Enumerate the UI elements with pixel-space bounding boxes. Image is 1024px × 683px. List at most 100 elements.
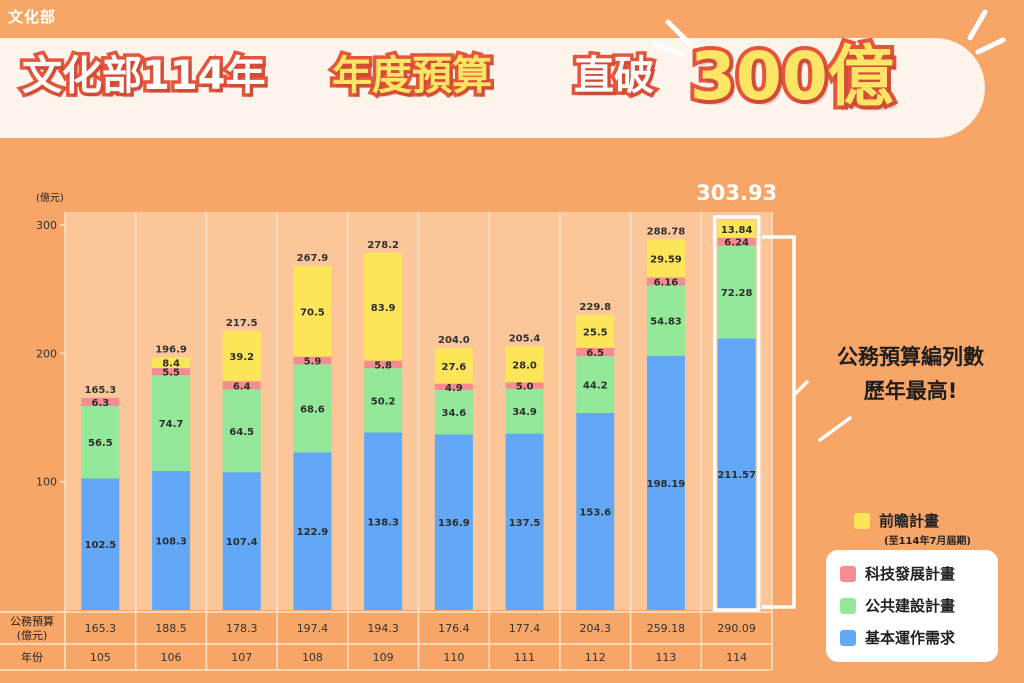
x-tick-label: 108 — [302, 651, 323, 664]
legend-swatch-tech — [840, 565, 856, 582]
data-label: 56.5 — [88, 438, 113, 449]
table-row-label: (億元) — [17, 629, 48, 642]
bar-segment — [293, 452, 332, 610]
x-tick-label: 110 — [443, 651, 464, 664]
bar-segment — [152, 357, 191, 369]
bar-segment — [505, 388, 544, 434]
bar-segment — [222, 381, 261, 390]
bar-segment — [81, 405, 120, 479]
legend-swatch-basic — [840, 629, 856, 646]
data-label: 29.59 — [650, 254, 682, 265]
bar-segment — [81, 478, 120, 610]
title-banner — [0, 38, 985, 138]
total-label: 303.93 — [696, 181, 777, 205]
bar-segment — [576, 356, 615, 413]
legend-swatch-public — [840, 597, 856, 614]
data-label: 153.6 — [579, 507, 611, 518]
data-label: 39.2 — [229, 352, 254, 363]
table-value: 165.3 — [85, 622, 117, 635]
bracket-pointer — [792, 379, 810, 397]
bar-segment — [293, 356, 332, 365]
table-value: 290.09 — [717, 622, 756, 635]
data-label: 13.84 — [721, 225, 753, 236]
x-tick-label: 105 — [90, 651, 111, 664]
bar-segment — [152, 375, 191, 472]
data-label: 6.5 — [586, 348, 604, 359]
x-tick-label: 113 — [655, 651, 676, 664]
legend-forward: 前瞻計畫 (至114年7月屆期) — [840, 510, 1020, 550]
data-label: 138.3 — [367, 517, 399, 528]
bar-segment — [364, 252, 403, 361]
table-value: 197.4 — [297, 622, 329, 635]
bar-segment — [222, 330, 261, 382]
legend-item-tech: 科技發展計畫 — [840, 563, 955, 587]
data-label: 108.3 — [155, 537, 187, 548]
highlight-frame — [712, 215, 761, 612]
legend-item-public: 公共建設計畫 — [840, 595, 955, 619]
total-label: 196.9 — [155, 344, 187, 355]
data-label: 44.2 — [583, 381, 608, 392]
bar-segment — [364, 360, 403, 369]
bar-segment — [505, 433, 544, 610]
data-label: 6.16 — [654, 277, 679, 288]
legend-label-basic: 基本運作需求 — [865, 629, 956, 647]
title-part2: 年度預算 — [329, 53, 496, 100]
data-label: 211.57 — [717, 470, 756, 481]
bar-segment — [505, 346, 544, 383]
title-part4: 300億 — [686, 38, 898, 115]
table-value: 188.5 — [155, 622, 187, 635]
total-label: 288.78 — [647, 226, 686, 237]
data-label: 83.9 — [371, 303, 396, 314]
x-tick-label: 106 — [161, 651, 182, 664]
bar-segment — [81, 397, 120, 406]
total-label: 204.0 — [438, 335, 470, 346]
data-label: 54.83 — [650, 316, 682, 327]
x-tick-label: 107 — [231, 651, 252, 664]
data-label: 34.9 — [512, 407, 537, 418]
callout-line2: 歷年最高! — [863, 379, 958, 403]
legend-item-forward: 前瞻計畫 (至114年7月屆期) — [854, 510, 971, 547]
data-label: 137.5 — [509, 518, 541, 529]
total-label: 205.4 — [509, 333, 541, 344]
table-value: 259.18 — [647, 622, 686, 635]
x-tick-label: 114 — [726, 651, 747, 664]
legend-label-tech: 科技發展計畫 — [865, 565, 956, 583]
bar-segment — [364, 368, 403, 433]
data-label: 74.7 — [159, 419, 184, 430]
bar-segment — [222, 389, 261, 473]
callout: 公務預算編列數 歷年最高! — [808, 340, 1013, 420]
bar-segment — [646, 285, 685, 356]
bar-segment — [434, 389, 473, 435]
bar-segment — [152, 368, 191, 376]
bar-segment — [646, 355, 685, 610]
bar-segment — [576, 347, 615, 357]
bar-segment — [364, 432, 403, 610]
table-value: 204.3 — [580, 622, 612, 635]
data-label: 8.4 — [162, 359, 180, 370]
title-part1: 文化部114年 — [19, 53, 269, 100]
total-label: 217.5 — [226, 318, 258, 329]
bar-segment — [293, 266, 332, 357]
bracket — [762, 235, 796, 609]
bar-segment — [293, 364, 332, 453]
data-label: 64.5 — [229, 427, 254, 438]
total-label: 267.9 — [297, 253, 329, 264]
bar-segment — [434, 434, 473, 610]
data-label: 6.24 — [724, 238, 749, 249]
bar-segment — [717, 338, 756, 610]
bar-segment — [717, 237, 756, 246]
data-label: 5.9 — [304, 356, 322, 367]
legend-panel: 科技發展計畫 公共建設計畫 基本運作需求 — [826, 550, 998, 662]
bar-segment — [152, 471, 191, 610]
data-label: 50.2 — [371, 396, 396, 407]
x-tick-label: 112 — [585, 651, 606, 664]
bar-segment — [434, 383, 473, 390]
data-label: 34.6 — [442, 408, 467, 419]
table-row-label: 公務預算 — [10, 614, 54, 628]
legend-item-basic: 基本運作需求 — [840, 627, 955, 651]
y-axis-unit-label: (億元) — [36, 191, 64, 204]
data-label: 102.5 — [85, 540, 117, 551]
data-label: 136.9 — [438, 518, 470, 529]
bar-segment — [222, 472, 261, 610]
